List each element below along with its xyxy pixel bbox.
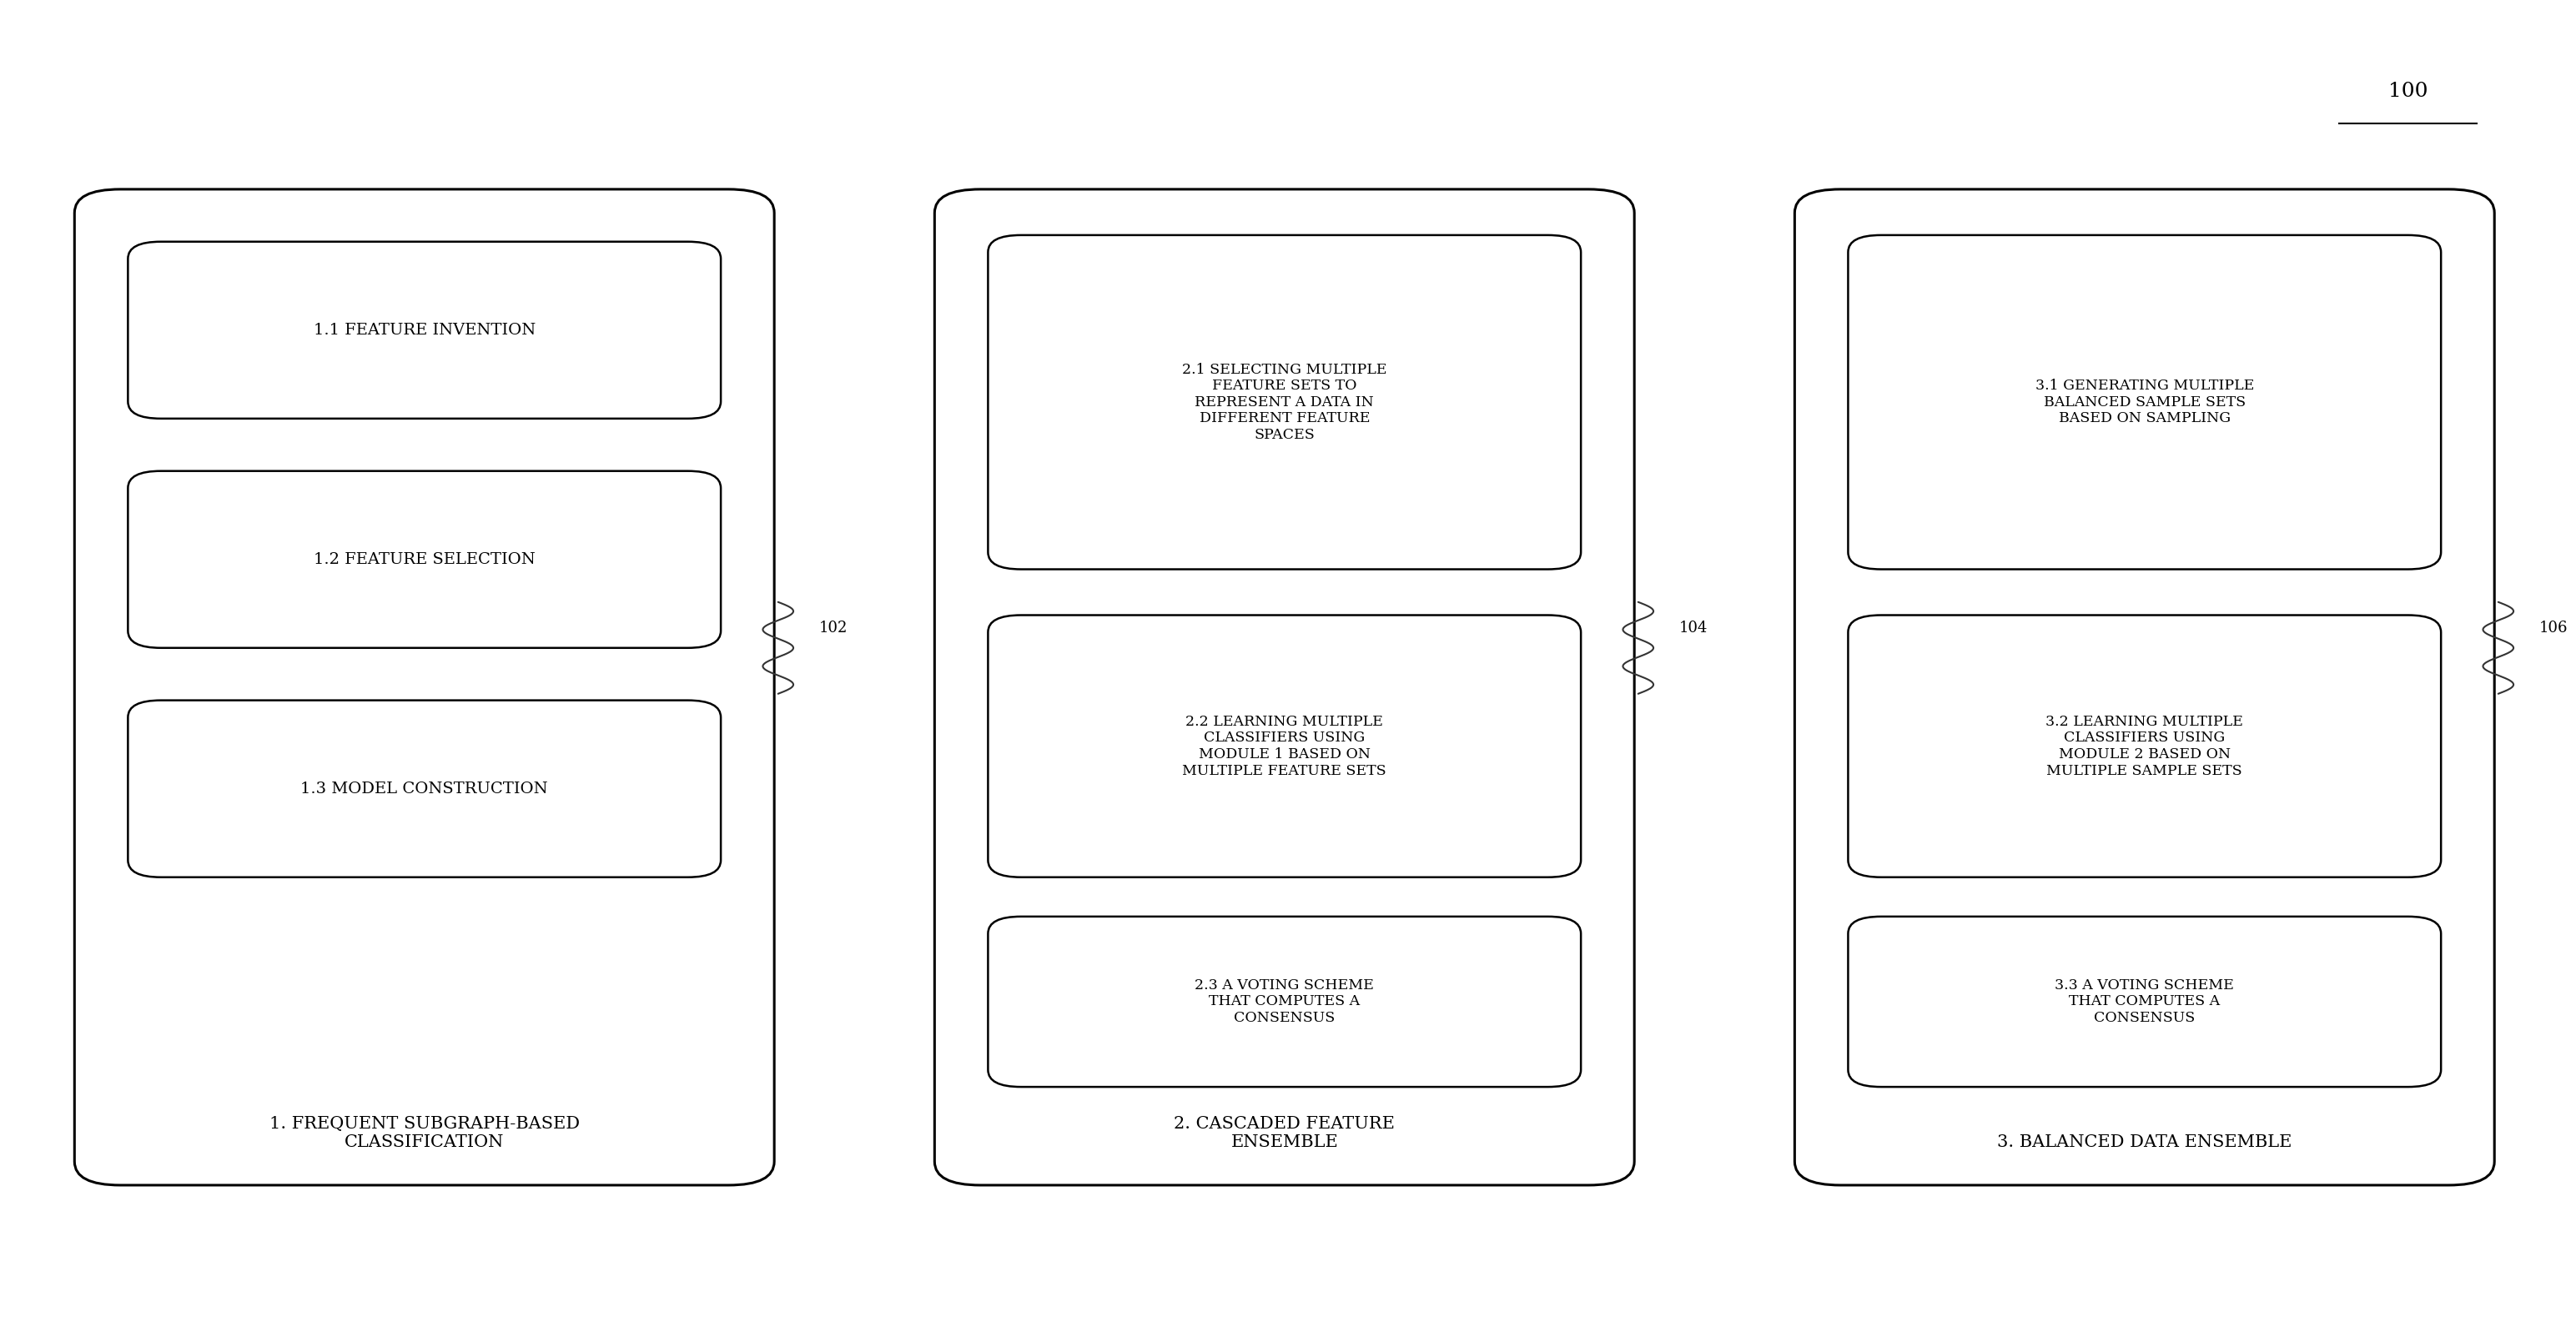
Text: 104: 104 xyxy=(1680,621,1708,636)
Text: 1. FREQUENT SUBGRAPH-BASED
CLASSIFICATION: 1. FREQUENT SUBGRAPH-BASED CLASSIFICATIO… xyxy=(268,1116,580,1150)
Text: 2.3 A VOTING SCHEME
THAT COMPUTES A
CONSENSUS: 2.3 A VOTING SCHEME THAT COMPUTES A CONS… xyxy=(1195,978,1373,1025)
FancyBboxPatch shape xyxy=(989,235,1582,570)
FancyBboxPatch shape xyxy=(989,916,1582,1087)
Text: 3.3 A VOTING SCHEME
THAT COMPUTES A
CONSENSUS: 3.3 A VOTING SCHEME THAT COMPUTES A CONS… xyxy=(2056,978,2233,1025)
FancyBboxPatch shape xyxy=(129,242,721,419)
FancyBboxPatch shape xyxy=(1847,615,2442,878)
Text: 1.3 MODEL CONSTRUCTION: 1.3 MODEL CONSTRUCTION xyxy=(301,781,549,796)
Text: 3. BALANCED DATA ENSEMBLE: 3. BALANCED DATA ENSEMBLE xyxy=(1996,1134,2293,1150)
FancyBboxPatch shape xyxy=(989,615,1582,878)
FancyBboxPatch shape xyxy=(1847,235,2442,570)
FancyBboxPatch shape xyxy=(129,701,721,878)
FancyBboxPatch shape xyxy=(1795,189,2494,1185)
Text: 106: 106 xyxy=(2540,621,2568,636)
Text: 1.2 FEATURE SELECTION: 1.2 FEATURE SELECTION xyxy=(314,553,536,567)
Text: 3.1 GENERATING MULTIPLE
BALANCED SAMPLE SETS
BASED ON SAMPLING: 3.1 GENERATING MULTIPLE BALANCED SAMPLE … xyxy=(2035,379,2254,426)
FancyBboxPatch shape xyxy=(75,189,775,1185)
Text: 102: 102 xyxy=(819,621,848,636)
Text: 1.1 FEATURE INVENTION: 1.1 FEATURE INVENTION xyxy=(314,323,536,337)
FancyBboxPatch shape xyxy=(935,189,1633,1185)
Text: 100: 100 xyxy=(2388,82,2427,100)
FancyBboxPatch shape xyxy=(1847,916,2442,1087)
Text: 3.2 LEARNING MULTIPLE
CLASSIFIERS USING
MODULE 2 BASED ON
MULTIPLE SAMPLE SETS: 3.2 LEARNING MULTIPLE CLASSIFIERS USING … xyxy=(2045,715,2244,777)
Text: 2.1 SELECTING MULTIPLE
FEATURE SETS TO
REPRESENT A DATA IN
DIFFERENT FEATURE
SPA: 2.1 SELECTING MULTIPLE FEATURE SETS TO R… xyxy=(1182,362,1386,442)
Text: 2. CASCADED FEATURE
ENSEMBLE: 2. CASCADED FEATURE ENSEMBLE xyxy=(1175,1116,1396,1150)
FancyBboxPatch shape xyxy=(129,471,721,648)
Text: 2.2 LEARNING MULTIPLE
CLASSIFIERS USING
MODULE 1 BASED ON
MULTIPLE FEATURE SETS: 2.2 LEARNING MULTIPLE CLASSIFIERS USING … xyxy=(1182,715,1386,777)
